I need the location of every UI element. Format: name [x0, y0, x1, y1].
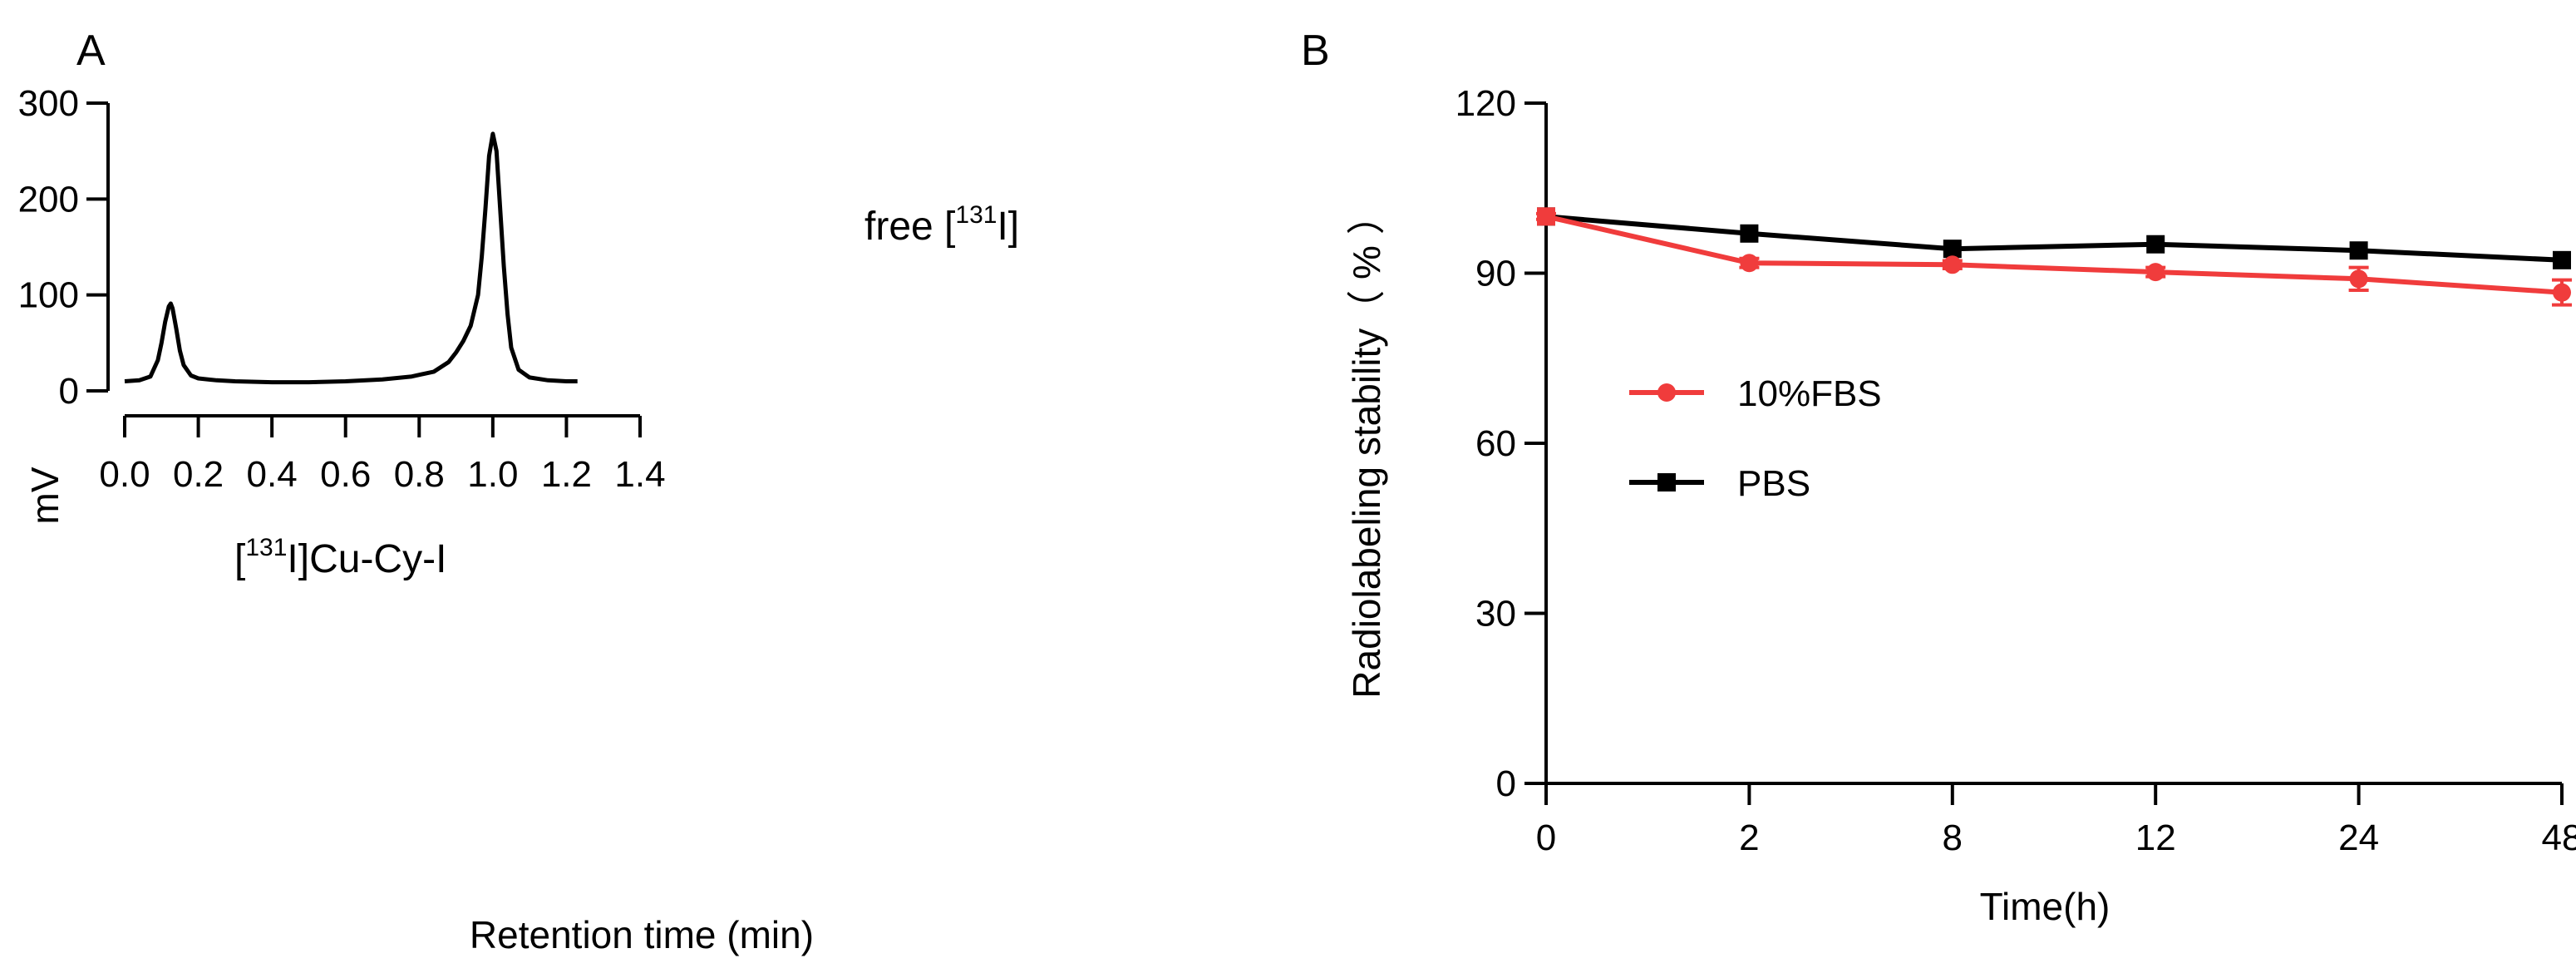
chart-b-ylabel: Radiolabeling stability（ % ） — [1345, 196, 1388, 698]
chart-a-y-tick-label: 100 — [18, 275, 79, 316]
legend-label-10fbs: 10%FBS — [1737, 373, 1882, 414]
panel-letter-a: A — [76, 27, 106, 75]
legend-marker-10fbs — [1657, 383, 1676, 402]
data-point-pbs — [1943, 240, 1962, 259]
chart-b-x-tick-label: 12 — [2135, 817, 2176, 858]
data-point-pbs — [2146, 235, 2165, 254]
annotation-cu-cy-i-sup: 131 — [245, 534, 287, 561]
data-point-fbs — [1943, 255, 1962, 274]
annotation-cu-cy-i-tail: I]Cu-Cy-I — [287, 537, 446, 581]
legend-marker-pbs — [1657, 473, 1676, 491]
chart-a-x-tick-label: 0.2 — [173, 454, 224, 495]
chart-a-x-tick-label: 0.4 — [247, 454, 298, 495]
data-point-fbs — [2146, 263, 2165, 282]
annotation-free-iodine: free [131I] — [864, 201, 1019, 249]
chart-b-y-tick-label: 60 — [1475, 423, 1516, 464]
chart-a-plot — [124, 131, 578, 385]
chart-b-legend: 10%FBS PBS — [1629, 373, 1882, 504]
chart-a-y-tick-label: 200 — [18, 179, 79, 220]
chart-b-xlabel: Time(h) — [1980, 885, 2111, 928]
chart-a-x-tick-label: 0.0 — [99, 454, 150, 495]
annotation-free-iodine-tail: I] — [997, 205, 1019, 249]
data-point-fbs-origin — [1537, 207, 1555, 226]
chart-b-y-tick-label: 0 — [1496, 763, 1516, 804]
chart-a-axes: 0 100 200 300 0.0 0.2 0.4 0.6 0.8 1.0 1.2 1.4 — [18, 83, 666, 495]
chart-a-x-tick-label: 1.0 — [467, 454, 518, 495]
series-line-pbs — [1545, 214, 2563, 263]
data-point-pbs — [2553, 250, 2571, 269]
annotation-free-iodine-sup: 131 — [955, 201, 997, 229]
chart-a-xlabel: Retention time (min) — [470, 913, 814, 956]
chromatogram-trace — [124, 131, 578, 385]
chart-a-y-tick-label: 0 — [59, 371, 79, 412]
chart-b-x-tick-label: 0 — [1536, 817, 1556, 858]
data-point-fbs — [1740, 254, 1759, 273]
legend-label-pbs: PBS — [1737, 463, 1810, 504]
chart-a-x-tick-label: 0.8 — [394, 454, 445, 495]
chart-b-x-tick-label: 48 — [2542, 817, 2576, 858]
data-point-fbs — [2553, 283, 2571, 302]
annotation-free-iodine-main: free [ — [864, 205, 955, 249]
chart-b-plot — [1536, 207, 2572, 307]
series-line-fbs — [1545, 214, 2563, 295]
chart-a-y-tick-label: 300 — [18, 83, 79, 124]
chart-b-y-tick-label: 30 — [1475, 594, 1516, 635]
data-point-pbs — [1740, 224, 1759, 243]
annotation-cu-cy-i: [131I]Cu-Cy-I — [234, 534, 446, 581]
chart-a-x-tick-label: 1.2 — [541, 454, 592, 495]
chart-b-y-tick-label: 90 — [1475, 254, 1516, 294]
panel-letter-b: B — [1301, 27, 1330, 75]
annotation-cu-cy-i-main: [ — [234, 537, 245, 581]
chart-b-axes: 0 30 60 90 120 0 2 8 12 24 48 — [1455, 83, 2576, 858]
chart-a-x-tick-label: 0.6 — [320, 454, 371, 495]
chart-b-x-tick-label: 2 — [1739, 817, 1759, 858]
chart-b-y-tick-label: 120 — [1455, 83, 1516, 124]
chart-b-x-tick-label: 8 — [1943, 817, 1963, 858]
chart-b-x-tick-label: 24 — [2338, 817, 2379, 858]
chart-a-x-tick-label: 1.4 — [614, 454, 665, 495]
data-point-fbs — [2349, 269, 2368, 289]
data-point-pbs — [2349, 241, 2368, 260]
chart-a-ylabel: mV — [23, 467, 66, 524]
